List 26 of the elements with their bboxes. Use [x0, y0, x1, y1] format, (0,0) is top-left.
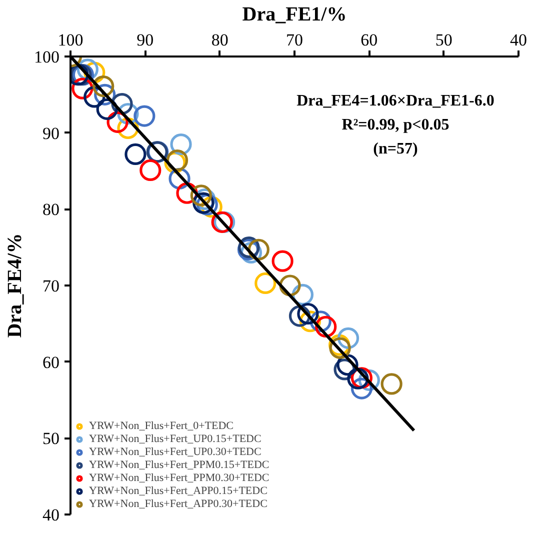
- legend-label: YRW+Non_Flus+Fert_UP0.30+TEDC: [89, 446, 262, 458]
- x-axis-title: Dra_FE1/%: [242, 4, 347, 26]
- legend-label: YRW+Non_Flus+Fert_APP0.30+TEDC: [89, 498, 268, 510]
- x-tick-label: 100: [58, 30, 84, 50]
- y-tick-label: 70: [42, 276, 60, 296]
- x-tick-label: 40: [510, 30, 527, 50]
- legend-label: YRW+Non_Flus+Fert_PPM0.15+TEDC: [89, 459, 270, 471]
- y-tick-label: 100: [34, 48, 60, 66]
- x-tick-label: 60: [360, 30, 378, 50]
- y-tick-label: 80: [42, 200, 60, 220]
- y-tick-label: 90: [42, 124, 60, 143]
- y-tick-label: 60: [42, 352, 60, 372]
- legend-label: YRW+Non_Flus+Fert_0+TEDC: [89, 420, 234, 432]
- x-tick-label: 90: [136, 30, 154, 50]
- x-tick-label: 80: [211, 30, 228, 50]
- x-tick-label: 70: [286, 30, 303, 50]
- y-tick-label: 50: [42, 429, 60, 448]
- annotation: (n=57): [373, 140, 418, 158]
- annotation: Dra_FE4=1.06×Dra_FE1-6.0: [296, 92, 494, 110]
- legend-label: YRW+Non_Flus+Fert_PPM0.30+TEDC: [89, 472, 270, 484]
- x-tick-label: 50: [435, 30, 452, 50]
- legend-label: YRW+Non_Flus+Fert_APP0.15+TEDC: [89, 485, 268, 497]
- annotation: R²=0.99, p<0.05: [342, 116, 450, 134]
- y-tick-label: 40: [42, 506, 60, 524]
- legend-label: YRW+Non_Flus+Fert_UP0.15+TEDC: [89, 433, 262, 445]
- y-axis-title: Dra_FE4/%: [4, 233, 26, 338]
